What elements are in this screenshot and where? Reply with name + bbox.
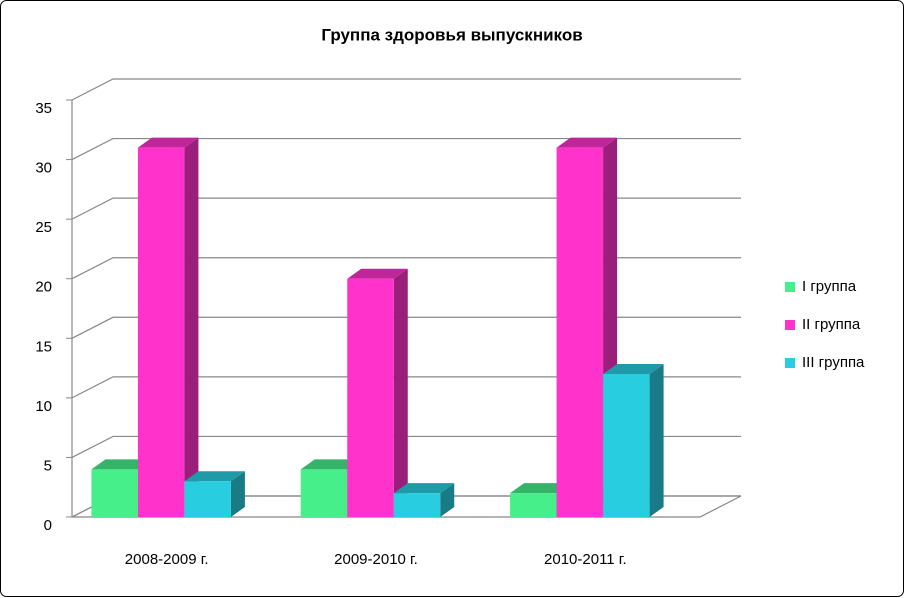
bar-face xyxy=(347,268,408,279)
y-tick-label: 35 xyxy=(35,100,52,117)
bar-face xyxy=(300,469,348,517)
bar xyxy=(510,483,571,517)
bar-face xyxy=(137,147,185,517)
bar-face xyxy=(603,374,650,517)
y-tick-label: 5 xyxy=(44,457,52,474)
y-tick-label: 30 xyxy=(35,160,52,177)
bar-face xyxy=(300,459,362,470)
y-tick-label: 15 xyxy=(35,338,52,355)
bar-face xyxy=(91,469,138,517)
grid-line xyxy=(71,137,741,161)
bar-face xyxy=(184,481,231,517)
legend-swatch xyxy=(785,358,795,368)
bar-face xyxy=(91,459,152,470)
bar-face xyxy=(347,278,394,517)
bar-face xyxy=(556,137,618,148)
bar xyxy=(184,471,245,517)
x-tick-label: 2010-2011 г. xyxy=(544,551,627,568)
bar xyxy=(603,364,664,517)
bar-face xyxy=(603,364,664,375)
grid-line xyxy=(71,376,741,399)
bar xyxy=(393,483,455,517)
grid-line xyxy=(71,197,741,220)
bar xyxy=(347,268,408,517)
bar-face xyxy=(393,483,455,494)
grid-line xyxy=(71,316,741,339)
chart-title: Группа здоровья выпускников xyxy=(321,25,582,44)
bar-face xyxy=(393,268,408,517)
legend-swatch xyxy=(785,282,795,292)
bar xyxy=(137,137,199,517)
grid-line xyxy=(71,435,741,458)
legend-label: III группа xyxy=(802,354,865,371)
bar-face xyxy=(184,137,199,517)
bar-face xyxy=(510,493,557,517)
y-tick-label: 10 xyxy=(35,398,52,415)
bar-face xyxy=(440,483,455,517)
bar-face xyxy=(556,147,604,517)
bar-face xyxy=(393,493,441,517)
grid-line xyxy=(71,78,741,101)
bar-face xyxy=(137,137,199,148)
legend-label: I группа xyxy=(802,278,857,295)
bar-face xyxy=(184,471,245,482)
y-tick-label: 20 xyxy=(35,279,52,296)
bar-face xyxy=(230,471,245,517)
bar-face xyxy=(510,483,571,494)
x-tick-label: 2008-2009 г. xyxy=(125,551,209,568)
y-tick-label: 25 xyxy=(35,219,52,236)
legend-label: II группа xyxy=(802,316,861,333)
y-tick-label: 0 xyxy=(44,517,52,534)
grid-line xyxy=(71,257,741,280)
x-tick-label: 2009-2010 г. xyxy=(334,551,418,568)
legend-swatch xyxy=(785,320,795,330)
bar-face xyxy=(649,364,664,517)
